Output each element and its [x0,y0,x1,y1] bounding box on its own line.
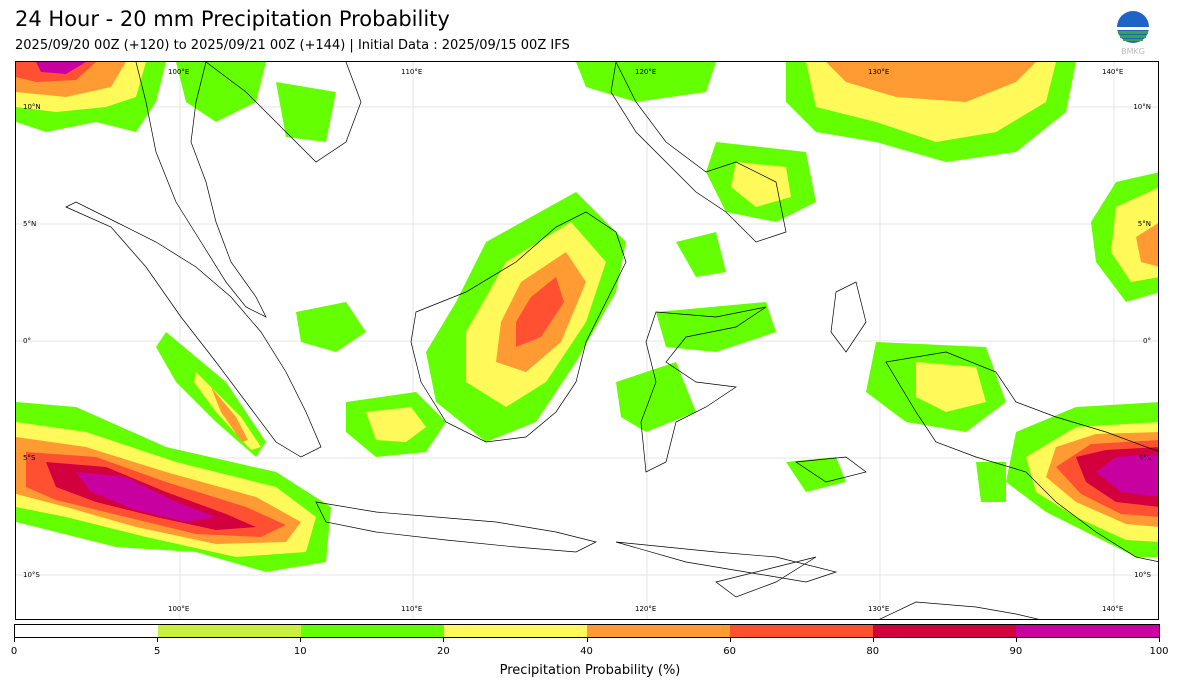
colorbar-label: Precipitation Probability (%) [499,663,681,678]
colorbar-segment [587,625,730,637]
colorbar-tick-mark [1159,638,1160,642]
colorbar-tick-label: 100 [1149,646,1169,657]
colorbar [14,624,1160,638]
coastlines [65,62,1158,619]
lon-label-bottom: 110°E [401,605,423,613]
colorbar-tick-mark [157,638,159,642]
lat-label-right: 10°N [1133,103,1151,111]
colorbar-tick-mark [300,638,302,642]
lon-label-bottom: 120°E [635,605,657,613]
chart-title: 24 Hour - 20 mm Precipitation Probabilit… [15,7,450,31]
colorbar-tick-label: 0 [10,646,18,657]
colorbar-tick-mark [443,638,445,642]
colorbar-segment [873,625,1016,637]
lat-label-left: 5°S [23,454,36,462]
colorbar-tick-label: 80 [866,646,880,657]
lon-label-top: 130°E [868,68,890,76]
lon-label-top: 140°E [1102,68,1124,76]
lon-label-bottom: 130°E [868,605,890,613]
lon-label-top: 110°E [401,68,423,76]
lat-label-right: 5°N [1137,220,1151,228]
colorbar-tick-label: 90 [1009,646,1023,657]
bmkg-logo-icon: BMKG [1114,10,1152,56]
colorbar-tick-mark [872,638,874,642]
lon-label-top: 100°E [168,68,190,76]
colorbar-tick-mark [586,638,588,642]
lon-label-top: 120°E [635,68,657,76]
svg-text:BMKG: BMKG [1121,47,1145,56]
colorbar-segment [301,625,444,637]
colorbar-tick-label: 5 [153,646,161,657]
lat-label-right: 5°S [1138,454,1151,462]
chart-subtitle: 2025/09/20 00Z (+120) to 2025/09/21 00Z … [15,38,570,53]
colorbar-segment [444,625,587,637]
colorbar-segment [15,625,158,637]
colorbar-segment [730,625,873,637]
lat-label-right: 10°S [1134,571,1151,579]
lat-label-left: 0° [23,337,31,345]
lat-label-left: 10°S [23,571,40,579]
lon-label-bottom: 100°E [168,605,190,613]
lat-label-left: 10°N [23,103,41,111]
colorbar-segment [1016,625,1159,637]
lat-label-left: 5°N [23,220,37,228]
colorbar-tick-label: 20 [437,646,450,657]
colorbar-tick-mark [729,638,731,642]
colorbar-tick-label: 10 [293,646,307,657]
colorbar-tick-mark [14,638,15,642]
colorbar-tick-label: 40 [580,646,593,657]
lon-label-bottom: 140°E [1102,605,1124,613]
colorbar-segment [158,625,301,637]
colorbar-tick-mark [1015,638,1017,642]
map-canvas [16,62,1158,619]
lat-label-right: 0° [1143,337,1151,345]
colorbar-tick-label: 60 [723,646,736,657]
precipitation-fields [16,62,1158,572]
precipitation-map: 100°E 110°E 120°E 130°E 140°E 100°E 110°… [15,61,1159,620]
